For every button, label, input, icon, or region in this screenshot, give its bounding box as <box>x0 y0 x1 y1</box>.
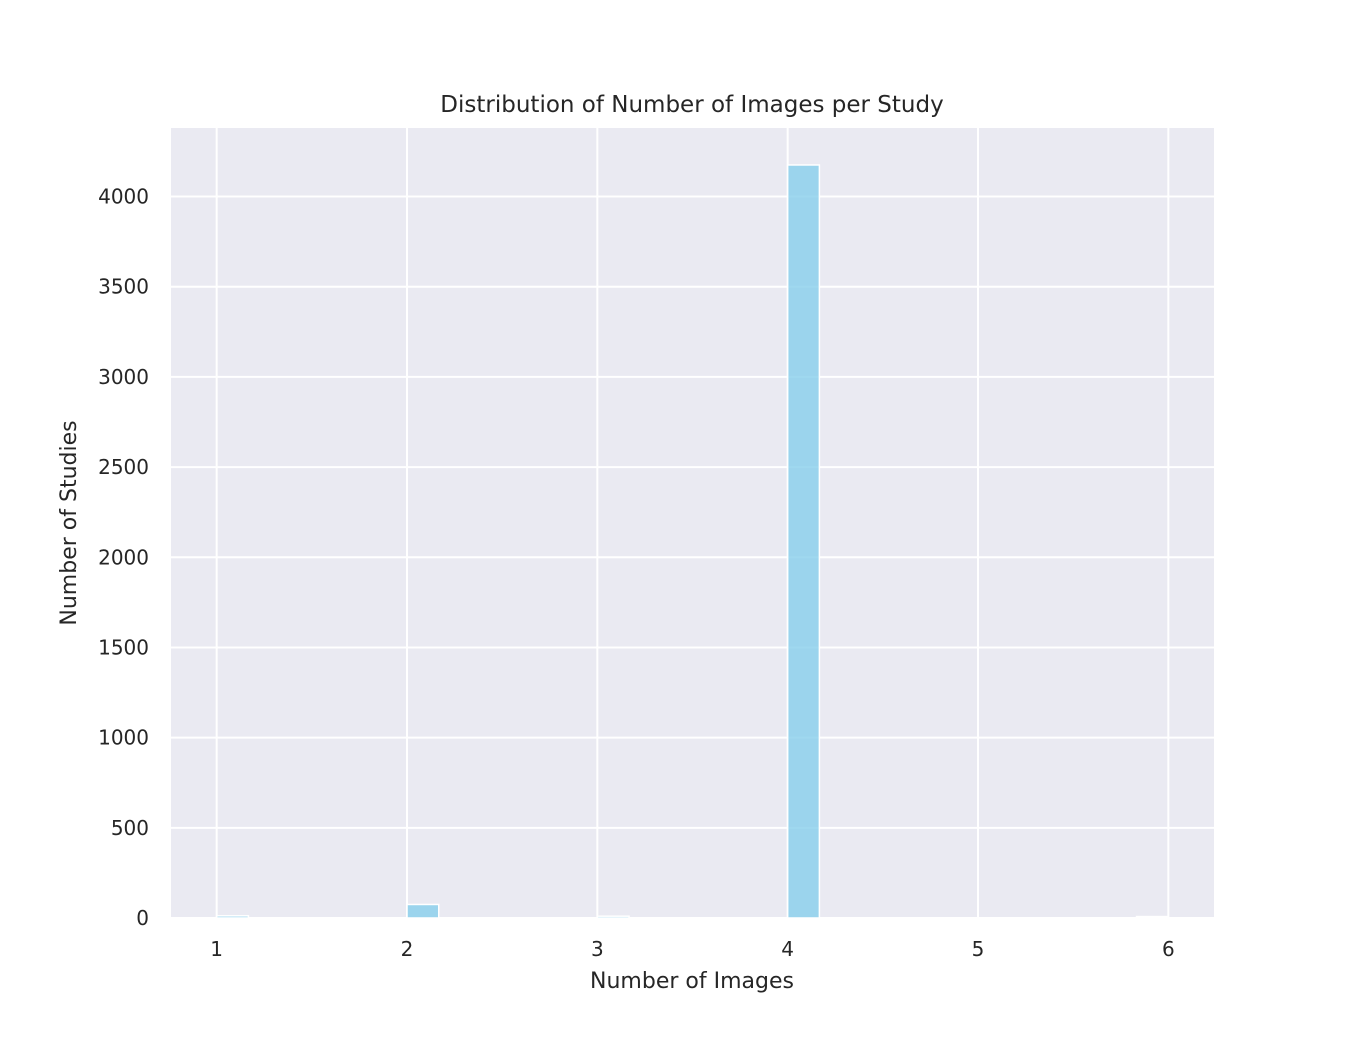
plot-background <box>171 128 1214 918</box>
x-tick-label: 5 <box>972 937 985 961</box>
x-axis-label: Number of Images <box>590 969 794 994</box>
histogram-bar <box>596 915 630 919</box>
histogram-bar <box>406 903 440 919</box>
histogram-bar <box>786 164 821 919</box>
chart-title: Distribution of Number of Images per Stu… <box>440 92 943 118</box>
x-tick-labels: 1 2 3 4 5 6 <box>210 937 1174 961</box>
y-tick-label: 2500 <box>98 455 149 479</box>
x-tick-label: 2 <box>401 937 414 961</box>
x-tick-label: 4 <box>781 937 794 961</box>
x-tick-label: 6 <box>1162 937 1175 961</box>
y-tick-label: 0 <box>136 906 149 930</box>
histogram-bar <box>1135 915 1170 919</box>
y-tick-label: 3500 <box>98 275 149 299</box>
y-tick-label: 1500 <box>98 635 149 659</box>
y-tick-label: 3000 <box>98 365 149 389</box>
y-tick-label: 2000 <box>98 545 149 569</box>
y-tick-label: 4000 <box>98 185 149 209</box>
y-axis-label: Number of Studies <box>57 420 82 625</box>
y-tick-label: 1000 <box>98 726 149 750</box>
y-tick-label: 500 <box>111 816 149 840</box>
grid-lines <box>171 128 1214 919</box>
y-tick-labels: 0 500 1000 1500 2000 2500 3000 3500 4000 <box>98 185 149 930</box>
x-tick-label: 1 <box>210 937 223 961</box>
bars <box>215 164 1170 919</box>
histogram-bar <box>215 915 250 919</box>
x-tick-label: 3 <box>591 937 604 961</box>
